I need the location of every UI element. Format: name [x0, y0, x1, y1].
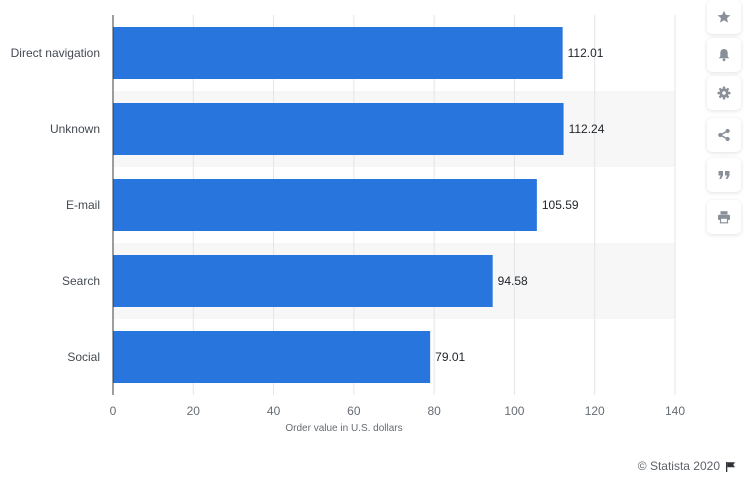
x-tick-label: 40: [267, 404, 281, 418]
x-tick-label: 20: [187, 404, 201, 418]
value-label: 105.59: [542, 198, 579, 212]
bar[interactable]: [113, 27, 563, 79]
quote-icon: [718, 171, 730, 179]
x-tick-label: 100: [504, 404, 524, 418]
x-tick-label: 60: [347, 404, 361, 418]
category-label: Search: [62, 274, 100, 288]
share-icon: [718, 128, 730, 142]
copyright-credit[interactable]: © Statista 2020: [638, 459, 736, 473]
printer-icon: [718, 211, 730, 224]
bell-icon: [718, 49, 730, 62]
bar[interactable]: [113, 255, 493, 307]
category-label: E-mail: [66, 198, 100, 212]
cite-button[interactable]: [707, 158, 741, 192]
credit-text: © Statista 2020: [637, 459, 720, 473]
value-label: 79.01: [435, 350, 465, 364]
favorite-button[interactable]: [707, 0, 741, 34]
bars: [113, 27, 564, 383]
x-tick-label: 80: [427, 404, 441, 418]
notification-button[interactable]: [707, 38, 741, 72]
bar[interactable]: [113, 331, 431, 383]
gear-icon: [717, 86, 731, 100]
value-label: 94.58: [498, 274, 528, 288]
value-labels: 112.01 112.24 105.59 94.58 79.01: [435, 46, 605, 364]
x-axis-ticks: 0 20 40 60 80 100 120 140: [110, 404, 686, 418]
x-tick-label: 140: [665, 404, 685, 418]
category-labels: Direct navigation Unknown E-mail Search Soci…: [11, 46, 100, 364]
x-tick-label: 120: [585, 404, 605, 418]
x-tick-label: 0: [110, 404, 117, 418]
star-icon: [717, 10, 731, 23]
x-axis-title: Order value in U.S. dollars: [285, 423, 402, 434]
value-label: 112.01: [568, 46, 604, 60]
category-label: Social: [67, 350, 100, 364]
category-label: Unknown: [50, 122, 100, 136]
settings-button[interactable]: [707, 76, 741, 110]
value-label: 112.24: [569, 122, 605, 136]
flag-icon: [726, 461, 735, 472]
bar[interactable]: [113, 179, 537, 231]
bar[interactable]: [113, 103, 564, 155]
share-button[interactable]: [707, 118, 741, 152]
print-button[interactable]: [707, 200, 741, 234]
category-label: Direct navigation: [11, 46, 100, 60]
